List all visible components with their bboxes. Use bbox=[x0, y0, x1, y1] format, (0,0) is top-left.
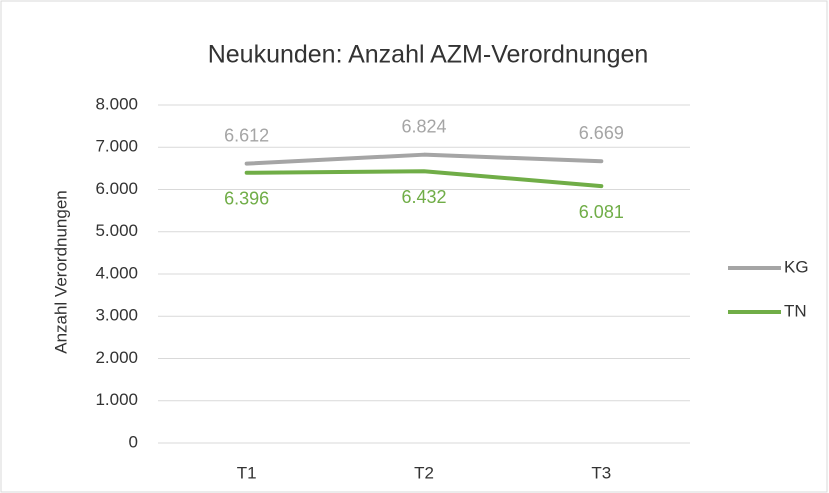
series-line bbox=[244, 152, 604, 166]
y-tick-label: 1.000 bbox=[95, 390, 138, 409]
data-label: 6.081 bbox=[579, 202, 624, 222]
data-label: 6.669 bbox=[579, 123, 624, 143]
y-tick-label: 2.000 bbox=[95, 348, 138, 367]
data-label: 6.396 bbox=[224, 189, 269, 209]
y-tick-label: 8.000 bbox=[95, 94, 138, 113]
y-tick-label: 7.000 bbox=[95, 137, 138, 156]
y-tick-label: 3.000 bbox=[95, 306, 138, 325]
y-tick-label: 5.000 bbox=[95, 221, 138, 240]
data-label: 6.824 bbox=[401, 116, 446, 136]
x-tick-label: T1 bbox=[237, 463, 257, 482]
data-label: 6.432 bbox=[401, 187, 446, 207]
x-tick-label: T3 bbox=[591, 463, 611, 482]
y-tick-label: 4.000 bbox=[95, 263, 138, 282]
data-label: 6.612 bbox=[224, 125, 269, 145]
series-line bbox=[244, 169, 604, 189]
legend-label: TN bbox=[784, 301, 807, 320]
legend-label: KG bbox=[784, 257, 809, 276]
x-tick-label: T2 bbox=[414, 463, 434, 482]
y-tick-label: 6.000 bbox=[95, 179, 138, 198]
y-tick-label: 0 bbox=[129, 432, 138, 451]
chart-title: Neukunden: Anzahl AZM-Verordnungen bbox=[208, 41, 649, 69]
y-axis-label: Anzahl Verordnungen bbox=[51, 190, 70, 354]
